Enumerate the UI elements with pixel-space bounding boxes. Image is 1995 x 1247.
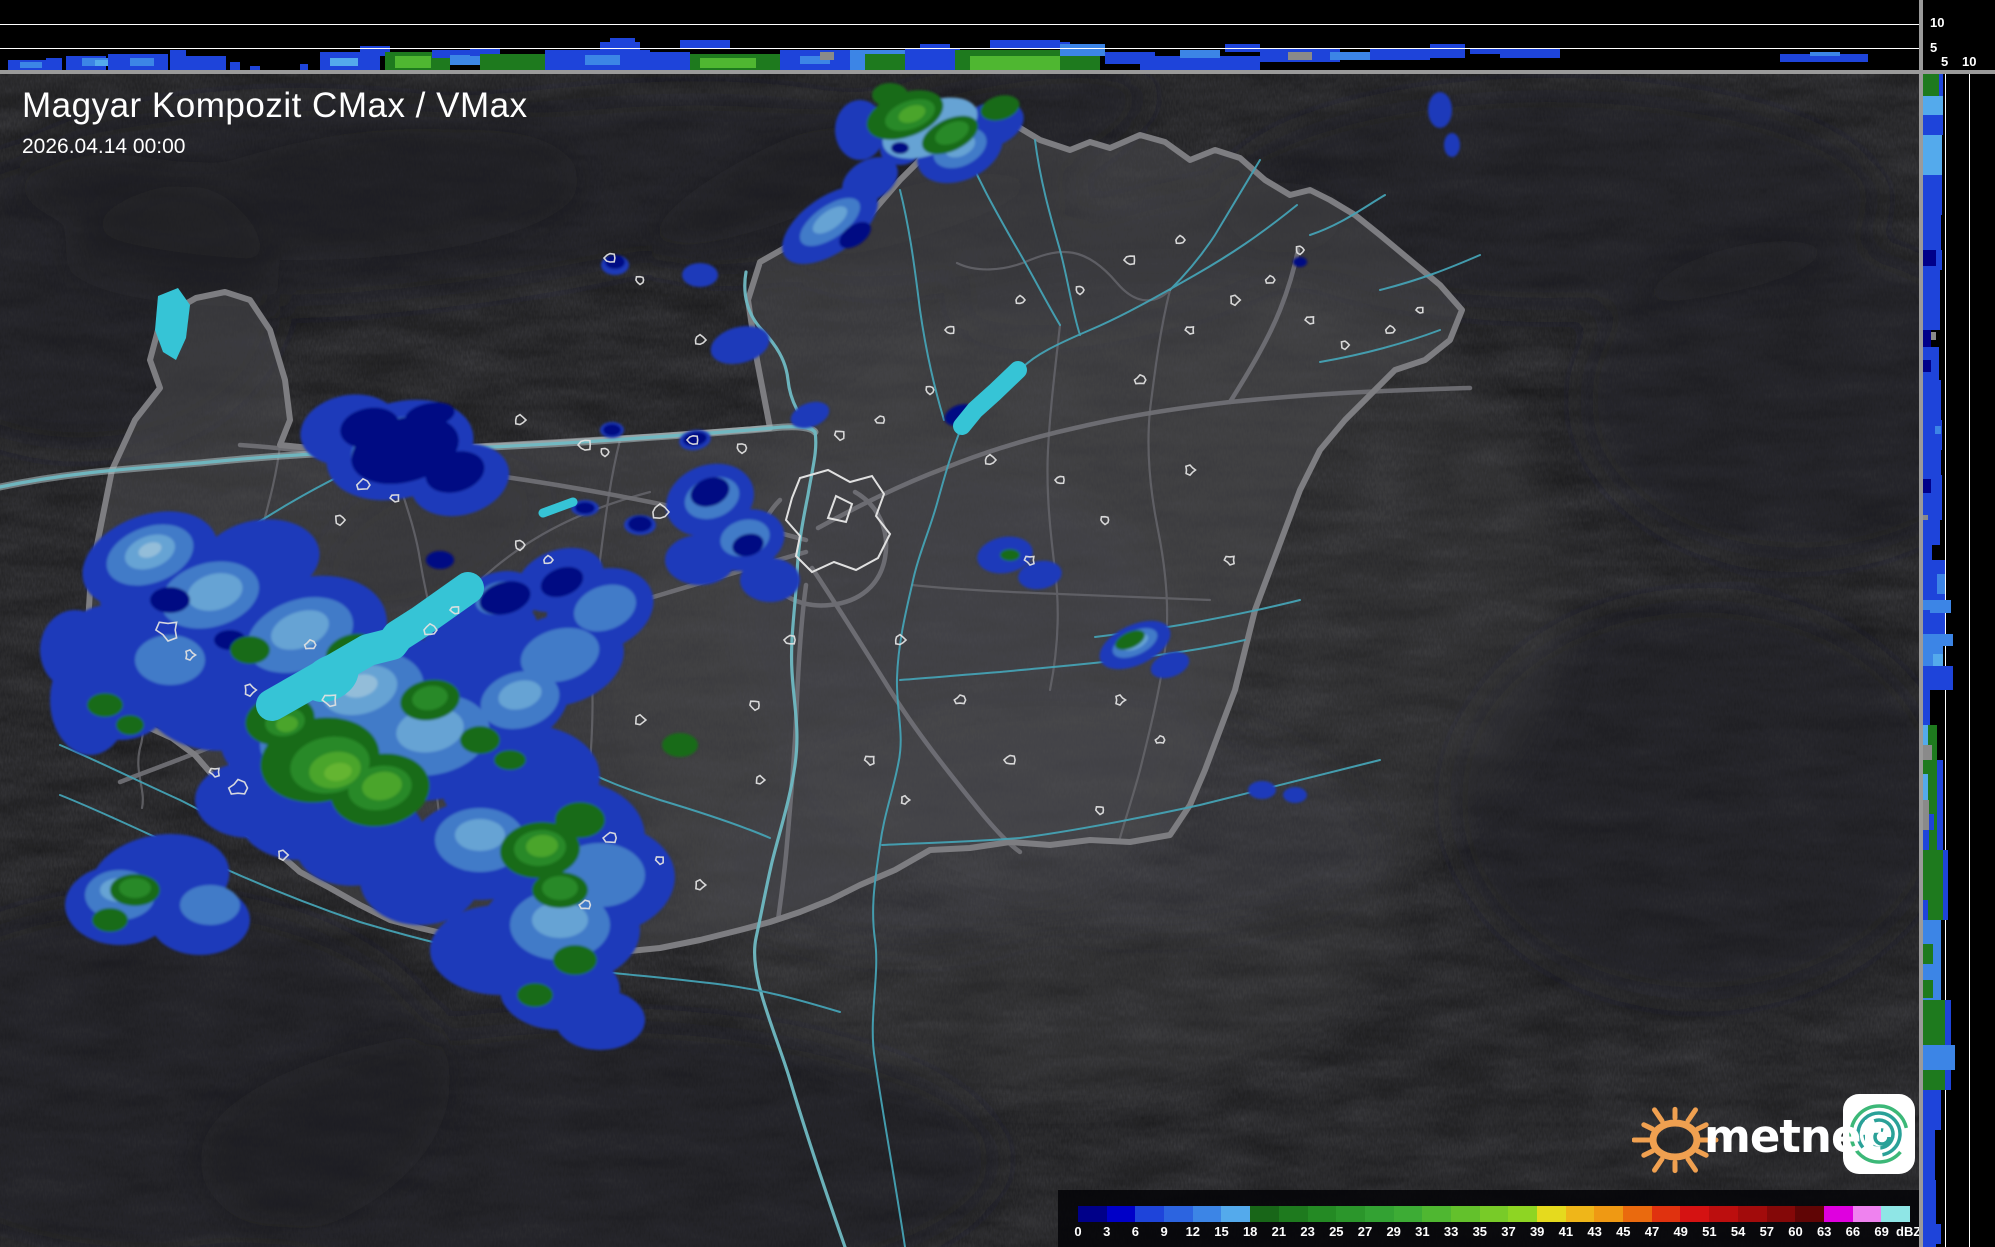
lakes [155, 288, 1027, 721]
dbz-color-swatch [1766, 1206, 1796, 1222]
right-profile-canvas [1923, 74, 1970, 1247]
dbz-tick-label: 25 [1329, 1224, 1344, 1239]
dbz-color-swatch [1795, 1206, 1824, 1222]
axis-corner [1923, 0, 1995, 74]
dbz-tick-label: 51 [1702, 1224, 1717, 1239]
dbz-color-swatch [1422, 1206, 1451, 1222]
lake-ferto [155, 288, 190, 360]
dbz-color-swatch [1307, 1206, 1337, 1222]
dbz-tick-label: 66 [1845, 1224, 1861, 1239]
dbz-color-swatch [1479, 1206, 1509, 1222]
dbz-tick-label: 41 [1558, 1224, 1574, 1239]
legend-panel: 0 3 6 9 12 15 18 21 23 25 27 29 31 33 35 37 39 41 43 45 47 49… [1058, 1190, 1920, 1247]
dbz-tick-label: 63 [1816, 1224, 1832, 1239]
top-profile-canvas [0, 24, 1920, 71]
dbz-color-swatch [1537, 1206, 1566, 1222]
timestamp: 2026.04.14 00:00 [22, 135, 186, 158]
dbz-color-swatch [1135, 1206, 1165, 1222]
radar-map: Magyar Kompozit CMax / VMax 2026.04.14 0… [0, 71, 1920, 1247]
metnet-wordmark: metnet [1704, 1110, 1882, 1163]
metnet-sun-icon [1632, 1094, 1915, 1174]
dbz-tick-label: 45 [1616, 1224, 1631, 1239]
dbz-tick-label: 39 [1529, 1224, 1545, 1239]
dbz-color-swatch [1565, 1206, 1595, 1222]
right-height-profile [1923, 74, 1995, 1247]
dbz-color-swatch [1852, 1206, 1882, 1222]
top-axis-label-10km: 10 [1930, 15, 1945, 30]
dbz-tick-label: 23 [1300, 1224, 1315, 1239]
dbz-tick-label: 35 [1472, 1224, 1488, 1239]
top-height-profile [0, 0, 1920, 71]
dbz-tick-label: 12 [1185, 1224, 1201, 1239]
dbz-tick-label: 57 [1759, 1224, 1775, 1239]
dbz-tick-label: 31 [1415, 1224, 1430, 1239]
dbz-tick-label: 18 [1242, 1224, 1258, 1239]
dbz-tick-label: 60 [1788, 1224, 1803, 1239]
dbz-color-swatch [1192, 1206, 1222, 1222]
right-axis-label-10km: 10 [1962, 54, 1977, 69]
dbz-color-swatch [1709, 1206, 1738, 1222]
budapest-outline [784, 468, 892, 574]
dbz-color-swatch [1106, 1206, 1136, 1222]
dbz-labels: 0 3 6 9 12 15 18 21 23 25 27 29 31 33 35 37 39 41 43 45 47 49… [1074, 1224, 1920, 1240]
dbz-color-swatch [1737, 1206, 1767, 1222]
dbz-tick-label: 6 [1131, 1224, 1140, 1239]
dbz-tick-label: 15 [1214, 1224, 1229, 1239]
dbz-color-swatch [1278, 1206, 1308, 1222]
dbz-unit: dBZ [1896, 1224, 1920, 1239]
dbz-tick-label: 47 [1644, 1224, 1660, 1239]
dbz-tick-label: 29 [1386, 1224, 1401, 1239]
lake-tisza [953, 361, 1027, 435]
dbz-color-swatch [1450, 1206, 1480, 1222]
settlement-outlines [154, 234, 1424, 910]
dbz-tick-label: 0 [1074, 1224, 1082, 1239]
dbz-color-swatch [1078, 1206, 1107, 1222]
map-canvas [0, 71, 1920, 1247]
top-axis-label-5km: 5 [1930, 40, 1938, 55]
dbz-color-swatch [1164, 1206, 1193, 1222]
dbz-color-swatch [1250, 1206, 1279, 1222]
lake-velence [538, 497, 578, 518]
dbz-color-swatch [1594, 1206, 1624, 1222]
dbz-color-swatch [1221, 1206, 1251, 1222]
metnet-logo: metnet [1632, 1088, 1920, 1183]
right-axis-label-5km: 5 [1941, 54, 1949, 69]
map-top-separator [0, 70, 1995, 74]
dbz-color-swatch [1651, 1206, 1681, 1222]
dbz-color-swatch [1336, 1206, 1365, 1222]
page-title: Magyar Kompozit CMax / VMax [22, 86, 528, 125]
dbz-tick-label: 69 [1874, 1224, 1889, 1239]
dbz-colorbar [1078, 1206, 1910, 1222]
dbz-color-swatch [1680, 1206, 1710, 1222]
dbz-tick-label: 43 [1587, 1224, 1602, 1239]
metnet-app-icon [1843, 1094, 1915, 1174]
dbz-color-swatch [1364, 1206, 1394, 1222]
dbz-tick-label: 3 [1103, 1224, 1111, 1239]
dbz-tick-label: 33 [1443, 1224, 1459, 1239]
dbz-tick-label: 9 [1160, 1224, 1168, 1239]
lake-balaton-west [301, 654, 359, 702]
dbz-color-swatch [1881, 1206, 1910, 1222]
dbz-color-swatch [1823, 1206, 1853, 1222]
dbz-tick-label: 37 [1501, 1224, 1516, 1239]
map-header: Magyar Kompozit CMax / VMax 2026.04.14 0… [22, 86, 528, 159]
dbz-tick-label: 27 [1357, 1224, 1373, 1239]
dbz-color-swatch [1393, 1206, 1423, 1222]
dbz-tick-label: 54 [1730, 1224, 1746, 1239]
map-right-separator [1919, 0, 1923, 1247]
dbz-color-swatch [1508, 1206, 1537, 1222]
dbz-tick-label: 21 [1271, 1224, 1287, 1239]
dbz-tick-label: 49 [1673, 1224, 1688, 1239]
dbz-color-swatch [1623, 1206, 1652, 1222]
